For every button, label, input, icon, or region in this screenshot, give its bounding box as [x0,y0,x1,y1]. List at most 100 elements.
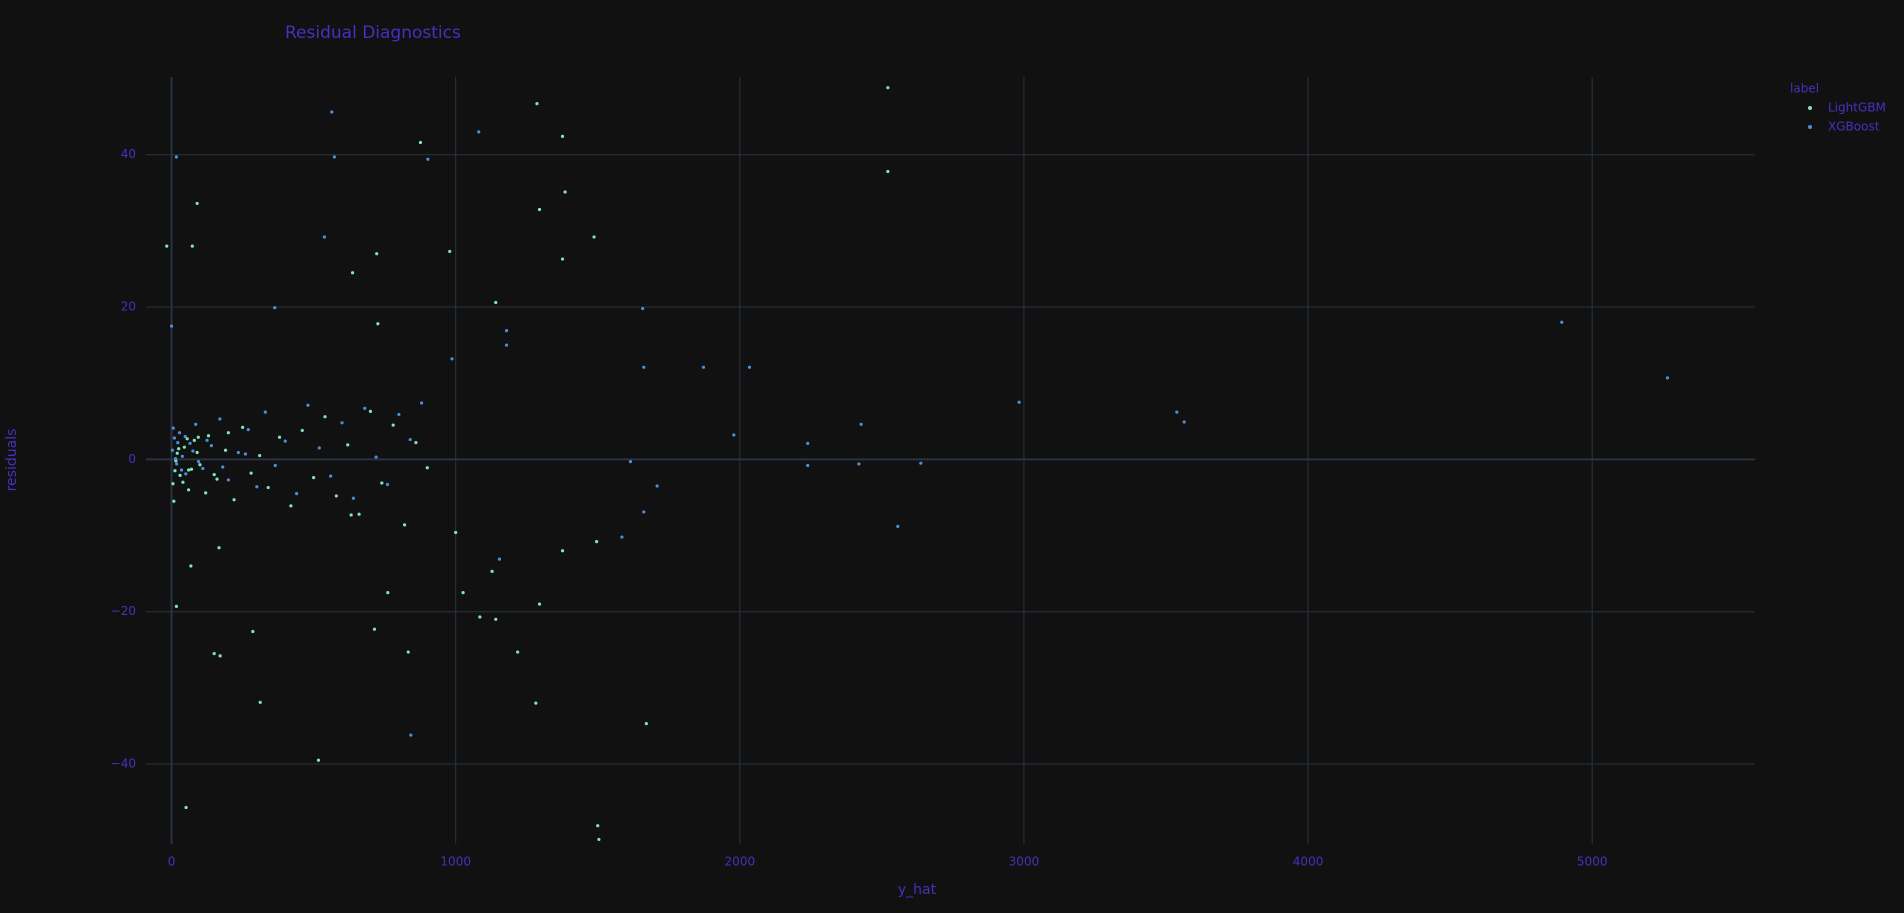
point [170,448,175,452]
point [330,110,334,114]
point [334,494,338,498]
point [217,546,221,550]
point [372,627,377,631]
point [859,422,863,426]
x-tick-label: 1000 [440,855,471,869]
point [188,441,192,445]
point [747,365,752,369]
point [181,480,185,484]
point [504,329,509,333]
point [896,524,900,528]
point [628,460,633,464]
point [316,758,321,762]
legend-swatch [1808,125,1812,129]
legend-swatch [1808,106,1812,110]
point [349,513,353,517]
point [171,426,175,430]
point [402,523,407,527]
point [368,409,373,413]
point [258,453,262,458]
point [537,602,542,606]
point [218,417,222,421]
point [1665,376,1670,380]
point [189,467,194,471]
point [886,169,890,174]
y-tick-label: −20 [111,604,136,618]
point [289,504,293,508]
point [212,472,216,477]
point [497,557,502,561]
point [195,450,199,455]
point [194,422,198,426]
point [534,701,538,705]
point [340,421,344,425]
point [597,837,601,842]
point [171,482,175,486]
x-tick-label: 5000 [1577,855,1608,869]
point [187,488,191,492]
legend-label: XGBoost [1828,120,1880,134]
point [329,474,333,478]
point [560,134,565,139]
point [258,700,262,704]
x-tick-label: 2000 [725,855,756,869]
point [172,499,176,503]
point [425,466,429,470]
point [172,436,177,440]
point [363,406,367,410]
point [642,365,646,369]
point [300,428,304,433]
y-tick-label: 20 [121,300,136,314]
point [560,549,565,553]
point [184,472,188,476]
point [494,617,498,621]
point [406,650,410,654]
point [386,591,390,595]
point [215,477,219,481]
point [249,471,253,475]
point [418,140,423,145]
point [322,235,327,239]
point [243,452,248,456]
point [332,155,336,159]
point [232,498,236,502]
point [205,438,209,442]
point [177,431,182,435]
point [374,455,378,459]
point [190,244,194,248]
point [206,434,211,438]
point [226,431,230,435]
chart-title: Residual Diagnostics [285,23,461,43]
y-tick-label: 40 [121,147,136,161]
point [426,157,430,161]
point [806,463,810,468]
point [317,446,321,450]
legend-title: label [1790,82,1819,96]
point [294,492,299,496]
point [312,476,316,480]
x-tick-label: 0 [168,855,176,869]
x-tick-label: 4000 [1293,855,1324,869]
y-axis-label: residuals [4,429,20,492]
point [1017,400,1021,404]
point [919,461,923,465]
point [397,412,401,417]
point [201,466,205,471]
point [408,437,412,442]
point [516,650,520,654]
point [477,130,481,134]
point [857,462,861,466]
point [174,604,179,608]
series-0 [165,86,890,842]
point [175,451,179,455]
point [351,496,356,500]
point [323,415,327,419]
point [461,591,465,595]
point [1560,320,1564,324]
point [177,447,181,451]
point [283,439,287,443]
point [178,473,182,477]
point [592,235,596,239]
point [732,433,736,437]
